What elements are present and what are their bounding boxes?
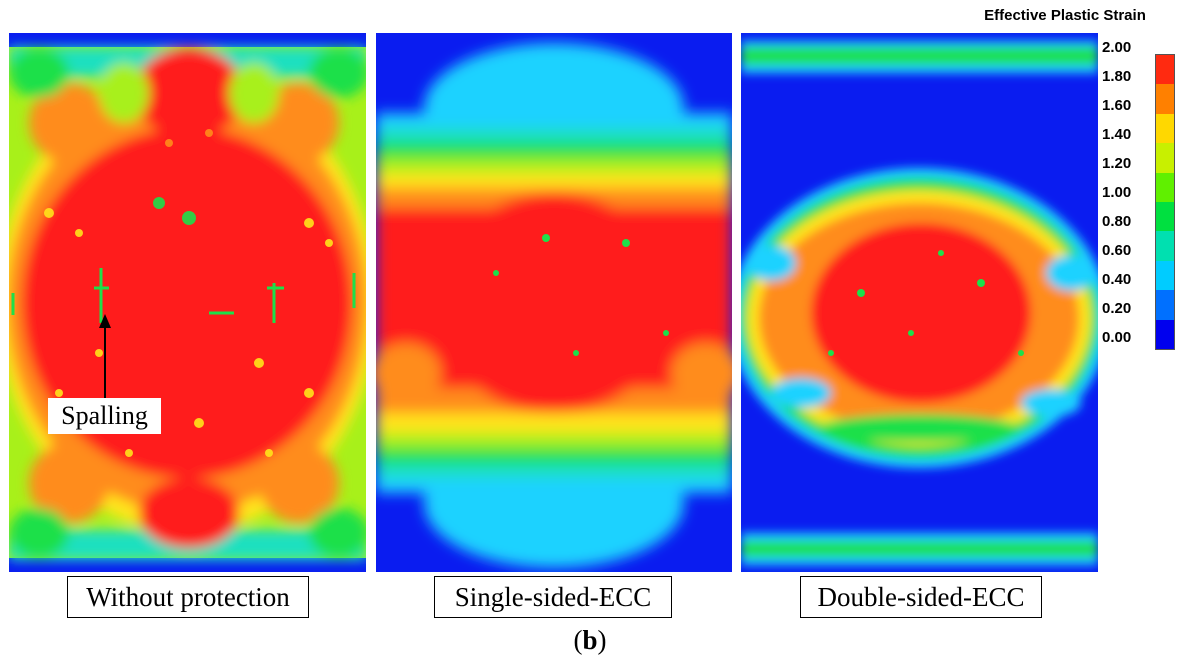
colorbar-segment — [1156, 319, 1174, 349]
legend-tick: 1.00 — [1102, 184, 1132, 201]
colorbar-segment — [1156, 231, 1174, 261]
colorbar-segment — [1156, 55, 1174, 85]
contour-map-double-sided-ecc — [741, 33, 1098, 572]
contour-panel-without-protection — [9, 33, 366, 572]
colorbar-segment — [1156, 143, 1174, 173]
legend-tick: 0.00 — [1102, 329, 1132, 346]
legend-tick: 0.60 — [1102, 242, 1132, 259]
legend-tick: 0.20 — [1102, 300, 1132, 317]
spalling-label: Spalling — [48, 398, 161, 434]
contour-panel-double-sided-ecc — [741, 33, 1098, 572]
legend-tick: 1.80 — [1102, 68, 1132, 85]
caption-single-sided-ecc: Single-sided-ECC — [434, 576, 672, 618]
legend-tick: 0.80 — [1102, 213, 1132, 230]
colorbar-segment — [1156, 290, 1174, 320]
colorbar-segment — [1156, 172, 1174, 202]
contour-map-single-sided-ecc — [376, 33, 732, 572]
legend-tick: 1.60 — [1102, 97, 1132, 114]
figure-label-letter: b — [582, 625, 598, 655]
contour-panel-single-sided-ecc — [376, 33, 732, 572]
legend-tick: 1.40 — [1102, 126, 1132, 143]
legend-tick: 0.40 — [1102, 271, 1132, 288]
contour-map-without-protection — [9, 33, 366, 572]
legend-title: Effective Plastic Strain — [984, 7, 1146, 24]
colorbar-segment — [1156, 201, 1174, 232]
legend-tick: 1.20 — [1102, 155, 1132, 172]
caption-double-sided-ecc: Double-sided-ECC — [800, 576, 1042, 618]
caption-without-protection: Without protection — [67, 576, 309, 618]
figure-label: (b) — [573, 625, 607, 655]
colorbar-segment — [1156, 260, 1174, 291]
legend-ticks: 2.00 1.80 1.60 1.40 1.20 1.00 0.80 0.60 … — [1102, 40, 1177, 360]
legend-tick: 2.00 — [1102, 39, 1132, 56]
colorbar-segment — [1156, 84, 1174, 114]
colorbar-segment — [1156, 113, 1174, 144]
colorbar — [1155, 54, 1175, 350]
